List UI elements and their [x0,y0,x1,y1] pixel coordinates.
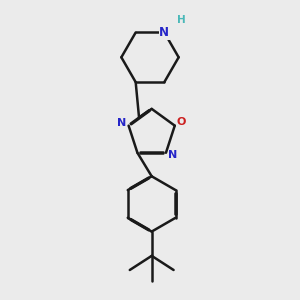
Text: N: N [117,118,127,128]
Text: N: N [159,26,169,39]
Text: N: N [168,151,177,160]
Text: H: H [178,15,186,25]
Text: O: O [176,117,185,127]
